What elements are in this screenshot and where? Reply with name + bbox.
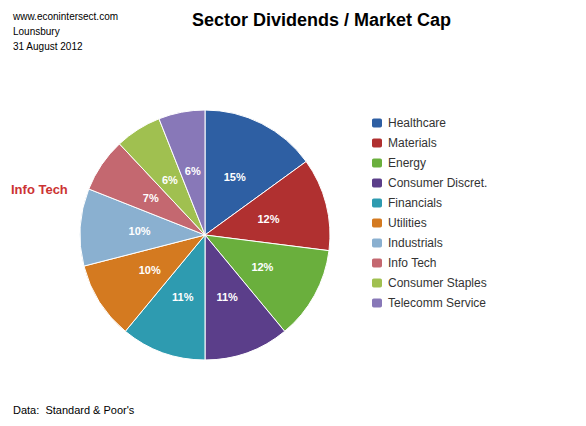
svg-text:6%: 6%	[162, 174, 178, 186]
svg-text:Financials: Financials	[388, 196, 442, 210]
svg-text:31 August 2012: 31 August 2012	[13, 41, 83, 52]
svg-text:Industrials: Industrials	[388, 236, 443, 250]
svg-text:Consumer Discret.: Consumer Discret.	[388, 176, 487, 190]
svg-text:11%: 11%	[216, 291, 238, 303]
svg-text:10%: 10%	[139, 264, 161, 276]
svg-text:Materials: Materials	[388, 136, 437, 150]
svg-text:www.econintersect.com: www.econintersect.com	[12, 11, 118, 22]
svg-text:Info Tech: Info Tech	[388, 256, 436, 270]
svg-text:Lounsbury: Lounsbury	[13, 26, 60, 37]
svg-text:11%: 11%	[172, 291, 194, 303]
svg-text:Energy: Energy	[388, 156, 426, 170]
svg-text:12%: 12%	[251, 261, 273, 273]
svg-text:Data: Standard & Poor's: Data: Standard & Poor's	[13, 404, 135, 416]
svg-text:10%: 10%	[129, 225, 151, 237]
svg-text:6%: 6%	[185, 165, 201, 177]
svg-text:Healthcare: Healthcare	[388, 116, 446, 130]
svg-text:Info Tech: Info Tech	[11, 182, 68, 197]
svg-text:Utilities: Utilities	[388, 216, 427, 230]
svg-text:12%: 12%	[257, 213, 279, 225]
svg-text:15%: 15%	[224, 171, 246, 183]
svg-text:Sector Dividends / Market Cap: Sector Dividends / Market Cap	[192, 10, 451, 30]
svg-text:Telecomm Service: Telecomm Service	[388, 296, 486, 310]
svg-text:7%: 7%	[143, 192, 159, 204]
svg-text:Consumer Staples: Consumer Staples	[388, 276, 487, 290]
